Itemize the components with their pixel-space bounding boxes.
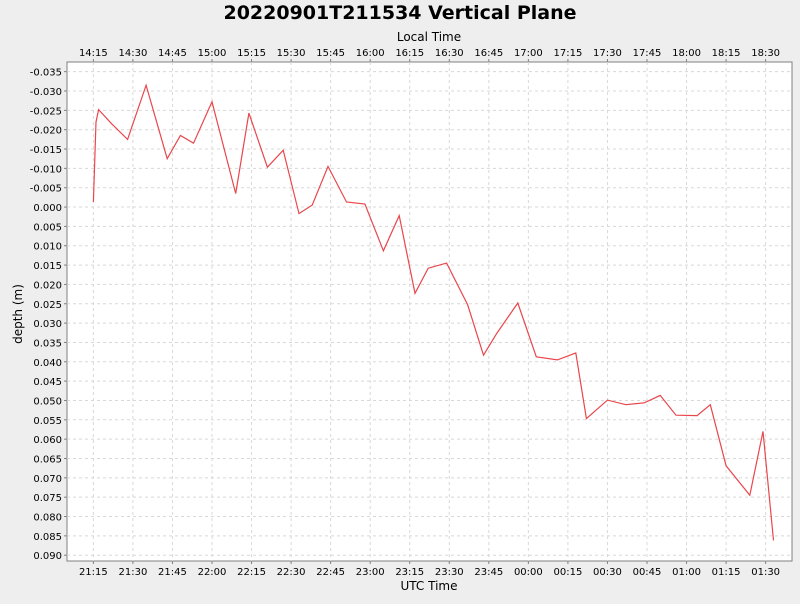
x-tick-label: 23:00 [356, 567, 385, 578]
y-tick-label: -0.015 [30, 145, 62, 156]
x-tick-label: 22:15 [237, 567, 266, 578]
y-tick-label: -0.030 [30, 87, 62, 98]
y-tick-label: 0.035 [33, 338, 62, 349]
y-tick-label: -0.035 [30, 68, 62, 79]
y-tick-label: -0.025 [30, 106, 62, 117]
y-tick-label: 0.055 [33, 416, 62, 427]
local-time-label: Local Time [397, 30, 461, 44]
chart-title: 20220901T211534 Vertical Plane [223, 2, 576, 24]
y-tick-label: 0.090 [33, 551, 62, 562]
x-tick-label: 23:15 [395, 567, 424, 578]
y-tick-label: 0.060 [33, 435, 62, 446]
x2-tick-label: 18:00 [672, 48, 701, 59]
x-tick-label: 22:00 [198, 567, 227, 578]
x-tick-label: 01:15 [712, 567, 741, 578]
x-tick-label: 21:30 [118, 567, 147, 578]
y-tick-label: 0.080 [33, 513, 62, 524]
x2-tick-label: 14:30 [118, 48, 147, 59]
y-tick-label: 0.085 [33, 532, 62, 543]
x2-tick-label: 16:00 [356, 48, 385, 59]
y-tick-label: 0.045 [33, 377, 62, 388]
y-tick-label: -0.005 [30, 184, 62, 195]
x2-tick-label: 15:00 [198, 48, 227, 59]
x2-tick-label: 15:45 [316, 48, 345, 59]
y-tick-label: 0.020 [33, 280, 62, 291]
x-tick-label: 00:00 [514, 567, 543, 578]
y-tick-label: 0.030 [33, 319, 62, 330]
plot-background [66, 61, 793, 562]
y-tick-label: 0.075 [33, 493, 62, 504]
x2-tick-label: 17:45 [633, 48, 662, 59]
x-tick-label: 00:15 [553, 567, 582, 578]
x2-tick-label: 17:30 [593, 48, 622, 59]
x2-tick-label: 14:45 [158, 48, 187, 59]
x-tick-label: 21:15 [79, 567, 108, 578]
series-line [92, 83, 775, 541]
x-tick-label: 23:30 [435, 567, 464, 578]
y-axis-label: depth (m) [11, 284, 25, 344]
x2-tick-label: 16:15 [395, 48, 424, 59]
y-tick-label: 0.000 [33, 203, 62, 214]
x-tick-label: 00:30 [593, 567, 622, 578]
y-tick-label: 0.025 [33, 300, 62, 311]
x-tick-label: 23:45 [474, 567, 503, 578]
y-tick-label: -0.020 [30, 126, 62, 137]
y-tick-label: 0.050 [33, 396, 62, 407]
y-tick-label: 0.065 [33, 454, 62, 465]
y-tick-label: 0.040 [33, 358, 62, 369]
x-tick-label: 22:45 [316, 567, 345, 578]
y-tick-label: -0.010 [30, 164, 62, 175]
x-tick-label: 21:45 [158, 567, 187, 578]
x2-tick-label: 17:15 [553, 48, 582, 59]
x2-tick-label: 15:15 [237, 48, 266, 59]
x2-tick-label: 18:15 [712, 48, 741, 59]
x2-tick-label: 18:30 [751, 48, 780, 59]
y-tick-label: 0.010 [33, 242, 62, 253]
x-tick-label: 01:00 [672, 567, 701, 578]
x2-tick-label: 16:45 [474, 48, 503, 59]
x-tick-label: 01:30 [751, 567, 780, 578]
y-tick-label: 0.015 [33, 261, 62, 272]
y-tick-label: 0.005 [33, 222, 62, 233]
x-axis-label: UTC Time [401, 579, 458, 593]
x2-tick-label: 17:00 [514, 48, 543, 59]
x-tick-label: 00:45 [633, 567, 662, 578]
y-tick-label: 0.070 [33, 474, 62, 485]
x2-tick-label: 15:30 [277, 48, 306, 59]
x-tick-label: 22:30 [277, 567, 306, 578]
x2-tick-label: 16:30 [435, 48, 464, 59]
plot-area: -0.035 -0.030 -0.025 -0.020 -0.015 -0.010 -0.0… [30, 48, 793, 578]
x2-tick-label: 14:15 [79, 48, 108, 59]
